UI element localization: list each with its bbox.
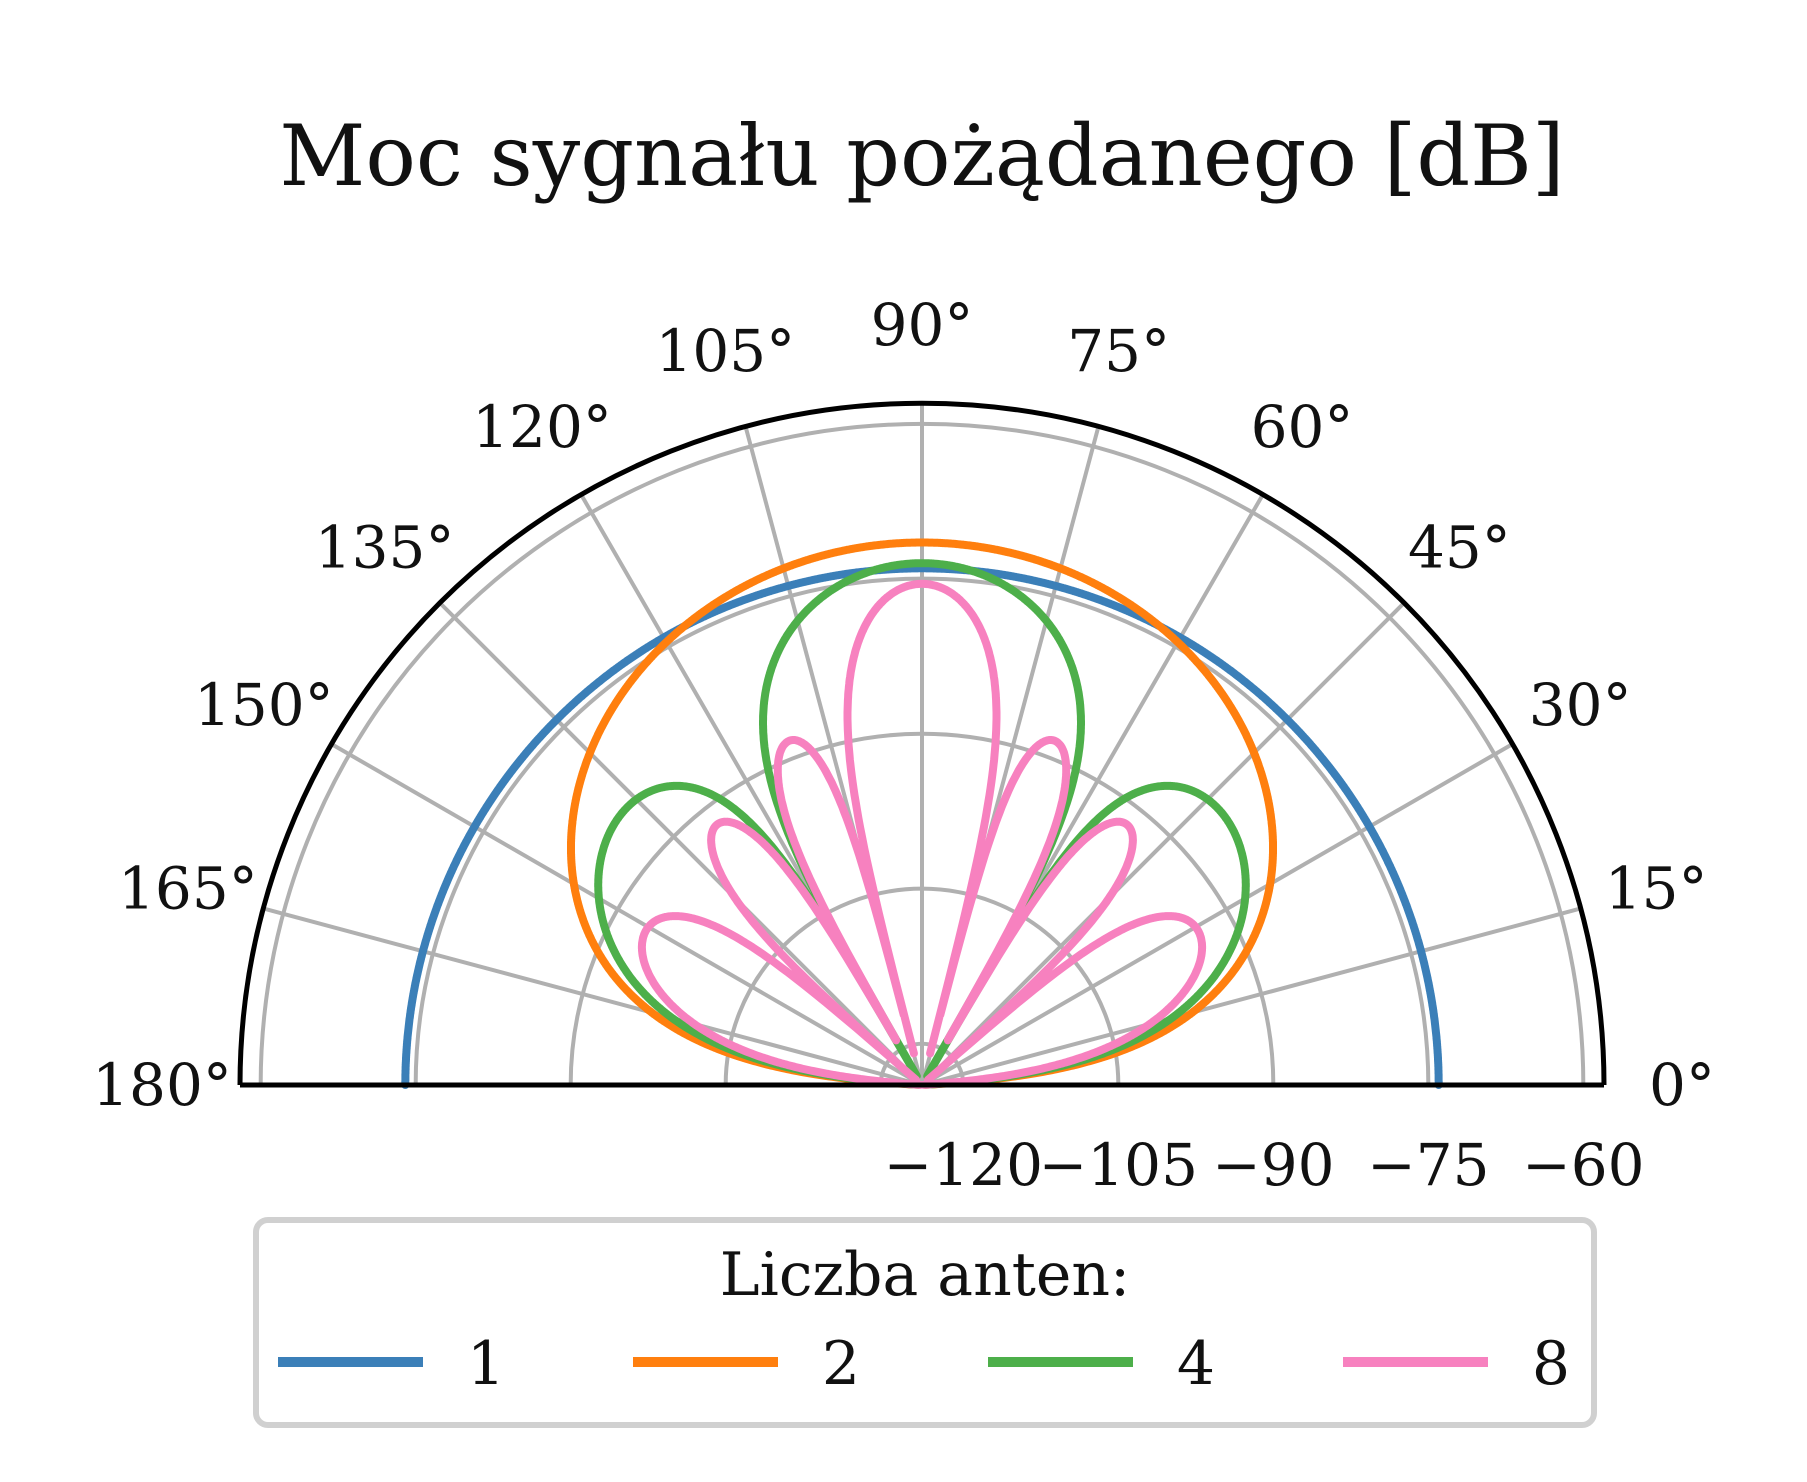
legend-entries: 1 2 4 8 [278, 1329, 1570, 1399]
legend-label-4: 4 [1177, 1329, 1215, 1399]
series-line-2 [567, 538, 1277, 1089]
legend-label-8: 8 [1532, 1329, 1570, 1399]
theta-grid-line [920, 601, 1406, 1087]
theta-tick-label: 90° [871, 291, 974, 359]
polar-grid [261, 403, 1584, 1085]
r-tick-label: −90 [1212, 1131, 1334, 1199]
series-curves [401, 538, 1443, 1089]
theta-tick-label: 180° [92, 1051, 232, 1119]
legend-title: Liczba anten: [720, 1240, 1130, 1310]
r-tick-label: −120 [884, 1131, 1043, 1199]
theta-tick-label: 30° [1529, 671, 1632, 739]
theta-tick-label: 75° [1067, 317, 1170, 385]
polar-frame [237, 400, 1607, 1088]
theta-tick-label: 165° [118, 854, 258, 922]
theta-tick-label: 45° [1408, 514, 1511, 582]
legend-label-1: 1 [467, 1329, 505, 1399]
theta-tick-label: 135° [315, 514, 455, 582]
series-line-8 [637, 579, 1207, 1089]
theta-grid-line [262, 906, 923, 1087]
legend: Liczba anten: 1 2 4 8 [253, 1217, 1597, 1428]
chart-title: Moc sygnału pożądanego [dB] [279, 107, 1564, 205]
r-tick-label: −75 [1367, 1131, 1489, 1199]
r-tick-label: −60 [1522, 1131, 1644, 1199]
theta-tick-label: 0° [1649, 1051, 1715, 1119]
theta-grid-line [920, 742, 1514, 1087]
series-line-1 [401, 564, 1443, 1089]
theta-grid-line [438, 601, 924, 1087]
theta-tick-label: 15° [1605, 854, 1708, 922]
theta-tick-label: 60° [1251, 393, 1354, 461]
theta-tick-label: 150° [194, 671, 334, 739]
r-tick-label: −105 [1039, 1131, 1198, 1199]
theta-grid-line [330, 742, 923, 1087]
theta-grid-line [921, 906, 1582, 1087]
legend-label-2: 2 [822, 1329, 860, 1399]
tick-labels: 0° 15° 30° 45° 60° 75° 90° 105° 120°135° 150° 165°… [92, 291, 1715, 1199]
series-line-4 [594, 559, 1250, 1089]
theta-tick-label: 120° [472, 393, 612, 461]
outer-arc [237, 400, 1607, 1086]
theta-tick-label: 105° [655, 317, 795, 385]
legend-box [253, 1217, 1597, 1428]
